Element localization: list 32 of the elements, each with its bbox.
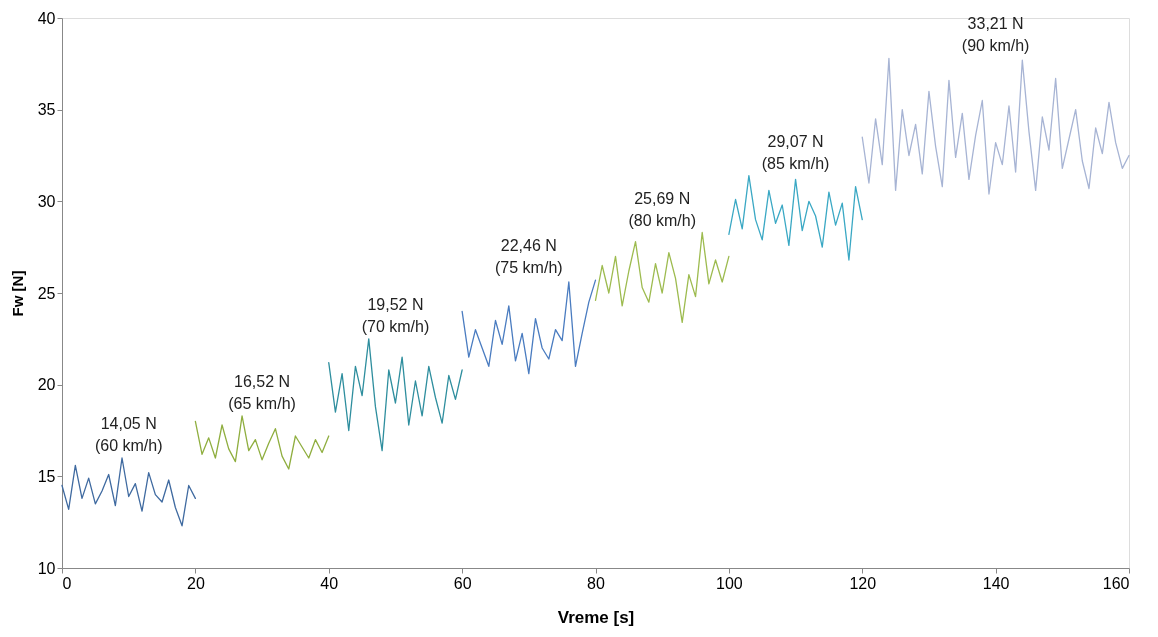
annotation: 14,05 N (60 km/h) xyxy=(94,415,163,454)
y-tick-label: 30 xyxy=(37,192,56,210)
y-tick-label: 10 xyxy=(37,559,56,577)
annotation: 22,46 N (75 km/h) xyxy=(495,237,563,277)
annotation: 16,52 N (65 km/h) xyxy=(228,372,296,412)
x-tick-label: 160 xyxy=(1102,574,1130,592)
line-series xyxy=(861,57,1130,195)
x-tick-label: 0 xyxy=(62,574,72,592)
x-tick-label: 100 xyxy=(716,574,743,592)
x-tick-label: 120 xyxy=(849,574,877,592)
y-tick-label: 25 xyxy=(37,284,56,302)
y-tick-label: 15 xyxy=(37,467,56,485)
y-tick-label: 35 xyxy=(37,101,56,119)
line-series xyxy=(461,279,597,375)
x-tick-label: 80 xyxy=(587,574,605,592)
x-tick-label: 60 xyxy=(453,574,472,592)
x-axis-title: Vreme [s] xyxy=(557,607,635,627)
line-series xyxy=(328,338,463,452)
annotation: 29,07 N (85 km/h) xyxy=(761,132,830,172)
y-axis-title: Fw [N] xyxy=(8,270,26,317)
y-tick-label: 40 xyxy=(37,9,56,27)
x-tick-label: 20 xyxy=(186,574,205,592)
annotation: 33,21 N (90 km/h) xyxy=(961,15,1030,55)
line-series xyxy=(61,457,197,527)
line-series xyxy=(194,415,330,470)
annotation: 19,52 N (70 km/h) xyxy=(361,295,430,335)
annotation: 25,69 N (80 km/h) xyxy=(628,189,696,229)
x-tick-label: 140 xyxy=(982,574,1010,592)
y-tick-label: 20 xyxy=(37,376,56,394)
line-series xyxy=(728,175,863,261)
line-series xyxy=(594,231,730,323)
x-tick-label: 40 xyxy=(320,574,339,592)
